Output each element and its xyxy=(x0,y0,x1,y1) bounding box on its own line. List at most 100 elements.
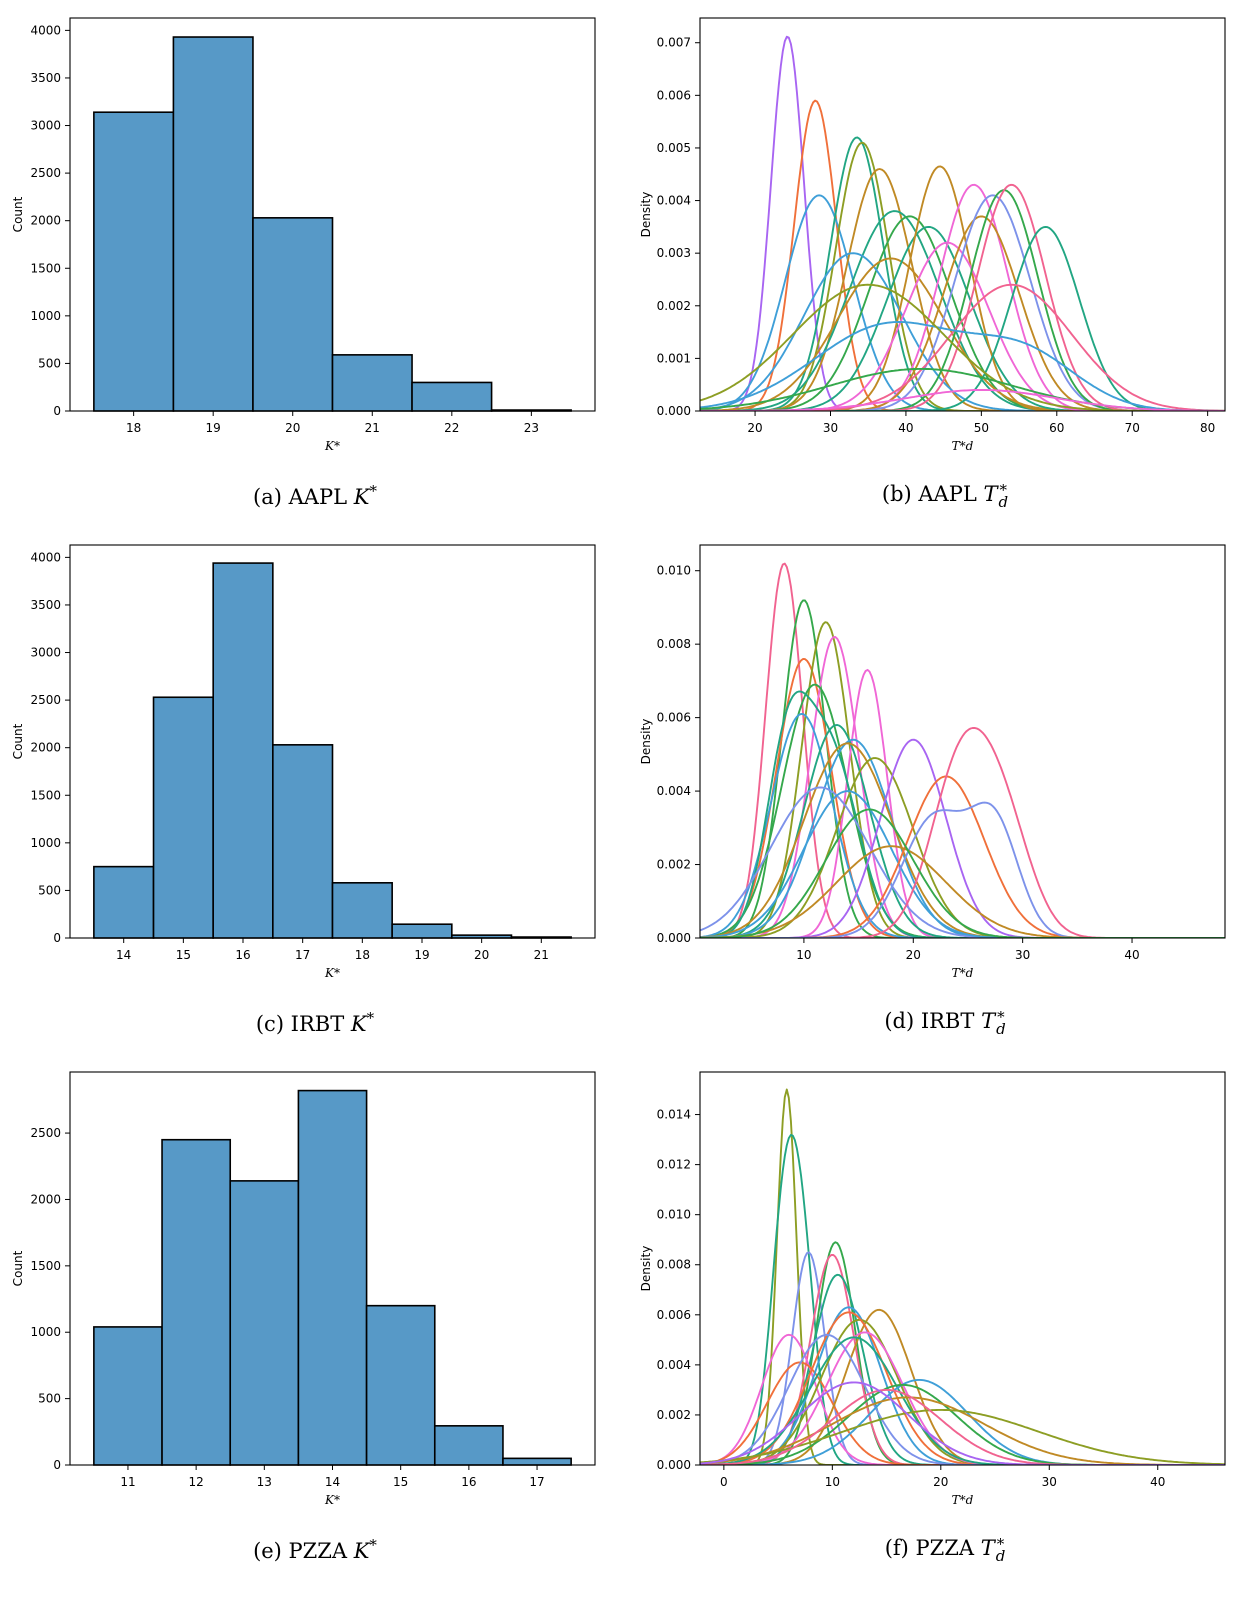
density-line xyxy=(700,1251,1225,1465)
x-tick-label: 16 xyxy=(461,1475,476,1489)
density-line xyxy=(700,1336,1225,1465)
y-tick-label: 2000 xyxy=(30,741,61,755)
plot-frame xyxy=(69,544,596,939)
y-tick-label: 3000 xyxy=(30,646,61,660)
caption-text: (e) PZZA xyxy=(253,1539,348,1563)
x-tick-label: 18 xyxy=(126,421,141,435)
y-tick-label: 0.004 xyxy=(657,784,691,798)
bars xyxy=(93,562,572,939)
density-line xyxy=(700,790,1225,938)
y-tick-label: 0.001 xyxy=(657,351,691,365)
histogram-bar xyxy=(161,1138,232,1466)
chart-svg: 20 30 40 50 60 70 800.0000.0010.0020.0030.0040… xyxy=(639,17,1226,453)
plot-frame xyxy=(699,1071,1226,1466)
density-line xyxy=(700,658,1225,938)
y-tick-label: 1000 xyxy=(30,309,61,323)
histogram-bar xyxy=(152,696,214,939)
histogram-bar xyxy=(93,111,175,412)
y-tick-label: 0.006 xyxy=(657,1308,691,1322)
caption-text: (d) IRBT xyxy=(884,1009,975,1033)
y-tick-label: 0 xyxy=(53,931,61,945)
y-tick-label: 1500 xyxy=(30,261,61,275)
x-tick-label: 21 xyxy=(534,948,549,962)
density-line xyxy=(700,742,1225,938)
y-axis-label: Count xyxy=(11,196,25,232)
density-line xyxy=(700,210,1225,411)
density-line xyxy=(700,1088,1225,1465)
density-line xyxy=(700,786,1225,938)
y-axis-label: Count xyxy=(11,723,25,759)
x-tick-label: 11 xyxy=(120,1475,135,1489)
y-axis: 0.000 0.001 0.002 0.003 0.004 0.005 0.006 0.007 xyxy=(657,36,700,418)
y-tick-label: 500 xyxy=(38,883,61,897)
x-axis-label: K* xyxy=(324,439,340,453)
density-line xyxy=(700,257,1225,411)
x-axis-label: T*d xyxy=(952,1493,974,1507)
y-tick-label: 0.008 xyxy=(657,637,691,651)
histogram-bar xyxy=(391,923,453,939)
x-tick-label: 10 xyxy=(825,1475,840,1489)
y-tick-label: 1500 xyxy=(30,788,61,802)
x-tick-label: 20 xyxy=(747,421,762,435)
density-line xyxy=(700,225,1225,411)
histogram-bar xyxy=(331,354,413,412)
y-tick-label: 0.005 xyxy=(657,141,691,155)
x-axis: 0 10 20 30 40 xyxy=(720,1465,1165,1489)
x-tick-label: 30 xyxy=(1015,948,1030,962)
y-tick-label: 1000 xyxy=(30,1325,61,1339)
histogram-bar xyxy=(172,36,254,412)
caption-text: (f) PZZA xyxy=(884,1536,974,1560)
x-tick-label: 60 xyxy=(1049,421,1064,435)
density-line xyxy=(700,1333,1225,1465)
histogram-bar xyxy=(252,217,334,412)
x-tick-label: 21 xyxy=(365,421,380,435)
y-axis: 0 500 1000 1500 2000 2500 3000 3500 4000 xyxy=(30,23,70,418)
x-tick-label: 40 xyxy=(1150,1475,1165,1489)
x-axis-label: K* xyxy=(324,966,340,980)
chart-svg: 18 19 20 21 22 23 0 500 1000 1500 2000 2500 3000 3500… xyxy=(11,17,596,453)
density-line xyxy=(700,726,1225,938)
y-axis-label: Density xyxy=(639,719,653,765)
panel-caption: (e) PZZA K* xyxy=(0,1536,630,1563)
x-tick-label: 15 xyxy=(393,1475,408,1489)
panel-irbt-td-density: 10 20 30 40 0.000 0.002 0.004 0.006 0.008 0.010 De… xyxy=(630,527,1260,1061)
density-line xyxy=(700,1133,1225,1465)
y-axis: 0 500 1000 1500 2000 2500 3000 3500 4000 xyxy=(30,550,70,945)
x-axis-label: T*d xyxy=(952,966,974,980)
y-axis-label: Count xyxy=(11,1250,25,1286)
density-line xyxy=(700,1383,1225,1465)
caption-math: T xyxy=(980,1536,995,1560)
x-tick-label: 23 xyxy=(524,421,539,435)
panel-irbt-k-histogram: 14 15 16 17 18 19 20 21 0 500 1000 1500 2000 2500 3000… xyxy=(0,527,630,1061)
histogram-bar xyxy=(433,1425,504,1466)
y-tick-label: 2500 xyxy=(30,1126,61,1140)
density-line xyxy=(700,1318,1225,1465)
panel-pzza-k-histogram: 11 12 13 14 15 16 17 0 500 1000 1500 2000 2500 Count K… xyxy=(0,1054,630,1588)
caption-subscript: d xyxy=(996,1019,1006,1038)
density-line xyxy=(700,599,1225,938)
density-line xyxy=(700,99,1225,411)
x-tick-label: 80 xyxy=(1200,421,1215,435)
chart-svg: 14 15 16 17 18 19 20 21 0 500 1000 1500 2000 2500 3000… xyxy=(11,544,596,980)
density-line xyxy=(700,252,1225,411)
panel-aapl-td-density: 20 30 40 50 60 70 80 0.000 0.001 0.002 0.003 0.004 0… xyxy=(630,0,1260,534)
x-tick-label: 30 xyxy=(823,421,838,435)
y-tick-label: 0.010 xyxy=(657,564,691,578)
caption-superscript: * xyxy=(996,1534,1005,1553)
y-tick-label: 0.006 xyxy=(657,88,691,102)
caption-superscript: * xyxy=(997,1007,1005,1026)
y-axis: 0.000 0.002 0.004 0.006 0.008 0.010 xyxy=(657,564,700,945)
y-tick-label: 0.004 xyxy=(657,1358,691,1372)
x-axis: 14 15 16 17 18 19 20 21 xyxy=(116,938,549,962)
density-line xyxy=(700,713,1225,938)
density-line xyxy=(700,183,1225,411)
y-tick-label: 0.000 xyxy=(657,1458,691,1472)
x-axis-label: K* xyxy=(324,1493,340,1507)
panel-caption: (b) AAPL T * d xyxy=(630,482,1260,509)
histogram-bar xyxy=(331,882,393,939)
density-line xyxy=(700,1241,1225,1465)
y-tick-label: 0.010 xyxy=(657,1208,691,1222)
density-line xyxy=(700,168,1225,411)
x-tick-label: 17 xyxy=(529,1475,544,1489)
y-tick-label: 0.014 xyxy=(657,1108,691,1122)
